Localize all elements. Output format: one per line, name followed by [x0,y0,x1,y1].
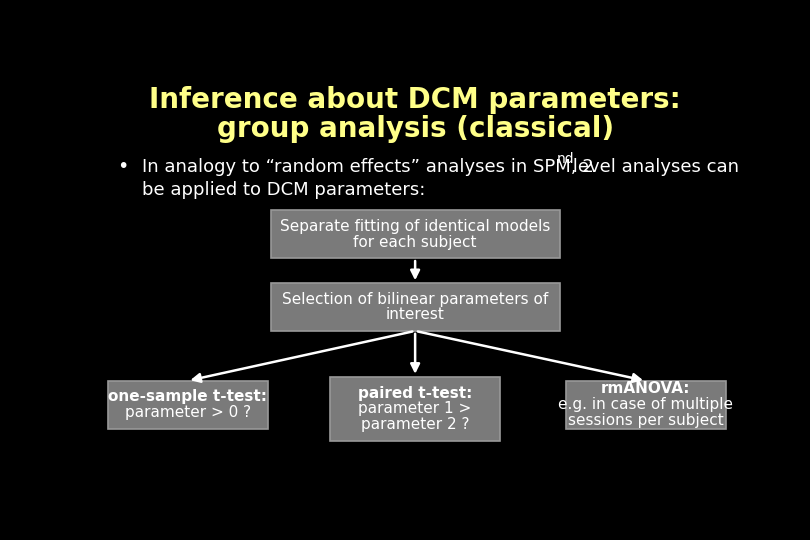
Text: for each subject: for each subject [353,235,477,249]
Text: be applied to DCM parameters:: be applied to DCM parameters: [142,180,425,199]
Text: Inference about DCM parameters:: Inference about DCM parameters: [149,86,681,114]
Text: sessions per subject: sessions per subject [568,413,723,428]
Text: •: • [117,157,128,176]
FancyBboxPatch shape [108,381,267,429]
Text: parameter 1 >: parameter 1 > [359,401,471,416]
Text: paired t-test:: paired t-test: [358,386,472,401]
Text: Selection of bilinear parameters of: Selection of bilinear parameters of [282,292,548,307]
Text: group analysis (classical): group analysis (classical) [216,115,614,143]
Text: nd: nd [557,152,574,166]
Text: rmANOVA:: rmANOVA: [601,381,691,396]
FancyBboxPatch shape [565,381,726,429]
FancyBboxPatch shape [271,210,560,258]
Text: parameter 2 ?: parameter 2 ? [361,417,469,432]
FancyBboxPatch shape [330,377,500,441]
Text: In analogy to “random effects” analyses in SPM, 2: In analogy to “random effects” analyses … [142,158,594,176]
Text: level analyses can: level analyses can [567,158,739,176]
Text: e.g. in case of multiple: e.g. in case of multiple [558,397,733,412]
Text: one-sample t-test:: one-sample t-test: [108,389,267,404]
Text: parameter > 0 ?: parameter > 0 ? [125,405,250,420]
FancyBboxPatch shape [271,283,560,331]
Text: interest: interest [386,307,445,322]
Text: Separate fitting of identical models: Separate fitting of identical models [280,219,550,234]
